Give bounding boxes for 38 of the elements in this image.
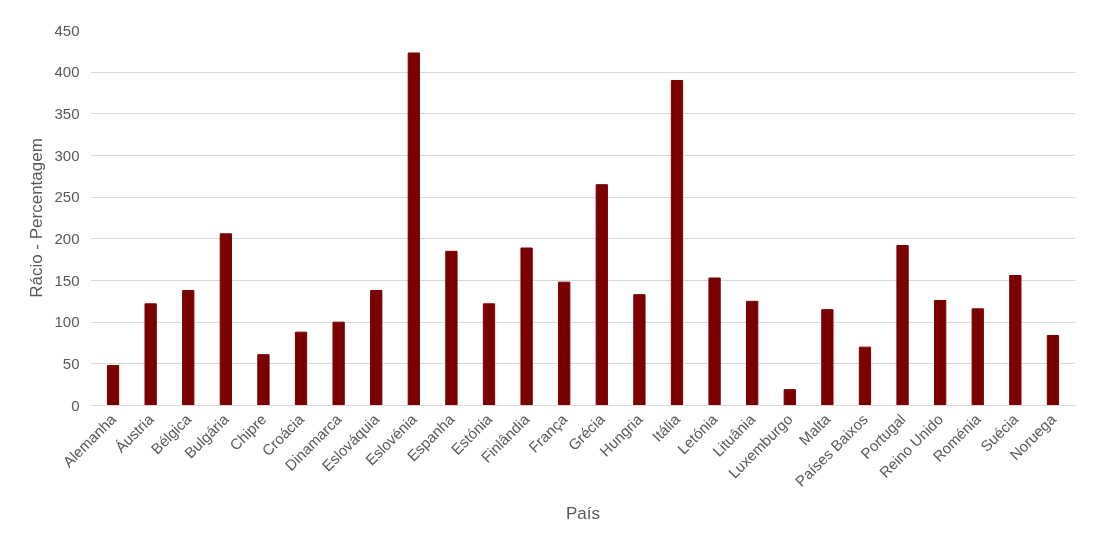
bar xyxy=(294,331,308,406)
bar xyxy=(520,247,533,406)
y-tick-label: 50 xyxy=(62,354,80,372)
bar xyxy=(257,354,270,406)
y-tick-label: 0 xyxy=(71,396,80,414)
y-tick-label: 300 xyxy=(54,146,80,164)
bar xyxy=(934,300,947,406)
bar xyxy=(670,80,684,406)
bar xyxy=(106,365,120,406)
bar xyxy=(144,303,157,406)
y-tick-label: 250 xyxy=(54,188,80,206)
y-tick-label: 400 xyxy=(54,63,80,81)
bar xyxy=(595,184,608,406)
y-axis-title: Rácio - Percentagem xyxy=(27,138,47,298)
bar xyxy=(971,308,984,406)
y-tick-label: 450 xyxy=(54,21,80,39)
bar xyxy=(746,300,759,406)
bar xyxy=(633,294,646,406)
bar xyxy=(1009,275,1022,406)
x-axis-title: País xyxy=(565,503,601,523)
bar xyxy=(1046,335,1060,406)
bar xyxy=(219,233,232,406)
bar xyxy=(708,277,721,406)
bar xyxy=(482,303,496,406)
bar xyxy=(332,321,345,406)
y-tick-label: 350 xyxy=(54,104,80,122)
bar xyxy=(407,52,420,406)
bar xyxy=(558,281,571,406)
y-tick-label: 100 xyxy=(54,313,80,331)
y-tick-label: 150 xyxy=(54,271,80,289)
y-tick-label: 200 xyxy=(54,229,80,247)
bar xyxy=(896,245,909,406)
bar xyxy=(370,290,383,406)
bar xyxy=(821,309,834,406)
bar xyxy=(445,250,458,406)
bar xyxy=(783,389,796,406)
bar xyxy=(858,346,872,406)
bar xyxy=(182,290,195,406)
